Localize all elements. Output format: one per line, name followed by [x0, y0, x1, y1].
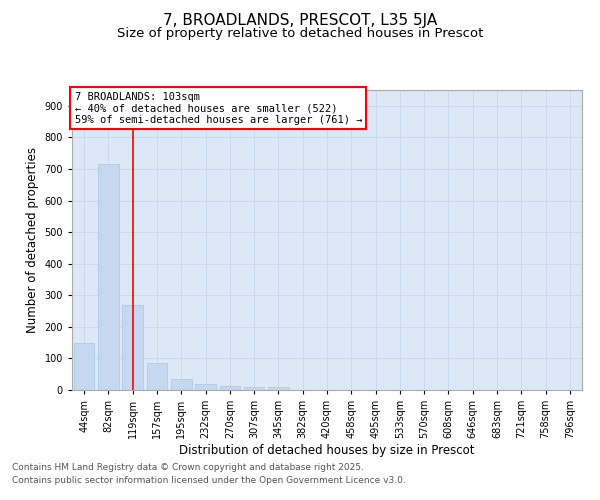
Y-axis label: Number of detached properties: Number of detached properties: [26, 147, 39, 333]
Bar: [74, 342, 94, 390]
Bar: [268, 388, 289, 390]
Bar: [146, 363, 167, 390]
Bar: [171, 379, 191, 390]
Bar: [195, 384, 216, 390]
Bar: [98, 164, 119, 390]
Bar: [122, 304, 143, 390]
Text: Contains HM Land Registry data © Crown copyright and database right 2025.: Contains HM Land Registry data © Crown c…: [12, 464, 364, 472]
Text: Contains public sector information licensed under the Open Government Licence v3: Contains public sector information licen…: [12, 476, 406, 485]
Bar: [220, 386, 240, 390]
X-axis label: Distribution of detached houses by size in Prescot: Distribution of detached houses by size …: [179, 444, 475, 457]
Text: 7 BROADLANDS: 103sqm
← 40% of detached houses are smaller (522)
59% of semi-deta: 7 BROADLANDS: 103sqm ← 40% of detached h…: [74, 92, 362, 124]
Text: 7, BROADLANDS, PRESCOT, L35 5JA: 7, BROADLANDS, PRESCOT, L35 5JA: [163, 12, 437, 28]
Text: Size of property relative to detached houses in Prescot: Size of property relative to detached ho…: [117, 28, 483, 40]
Bar: [244, 387, 265, 390]
